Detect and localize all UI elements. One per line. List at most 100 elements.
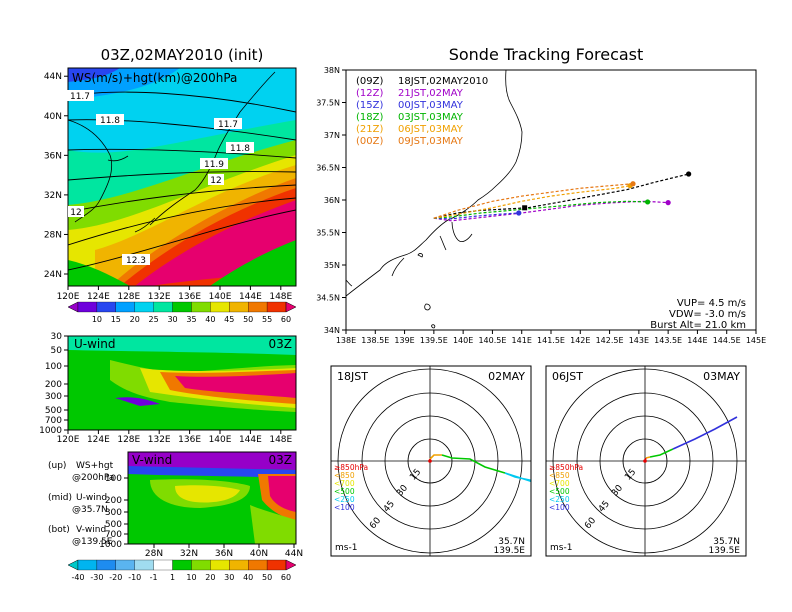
u-x-tick-label: 132E xyxy=(148,435,171,445)
ws-colorbar-cell xyxy=(210,301,230,313)
hodograph-lat: 35.7N xyxy=(713,537,740,547)
v-colorbar-label: -20 xyxy=(109,573,122,582)
ws-y-tick-label: 24N xyxy=(44,270,62,280)
hodograph-trace xyxy=(645,456,651,459)
ws-colorbar-label: 50 xyxy=(243,315,253,324)
ws-colorbar-label: 25 xyxy=(149,315,159,324)
track-x-tick-label: 138E xyxy=(336,336,356,345)
v-colorbar-cell xyxy=(77,559,98,571)
ws-colorbar-cell xyxy=(153,301,173,313)
v-wind-time: 03Z xyxy=(269,453,293,467)
ws-panel-label: WS(m/s)+hgt(km)@200hPa xyxy=(72,71,237,85)
ws-contour-labels: 11.7 11.8 11.7 11.8 11.9 12 12 12.3 xyxy=(66,90,254,266)
track-legend-time: 21JST,02MAY xyxy=(398,88,464,99)
track-end-point xyxy=(686,171,692,177)
track-y-tick-label: 35N xyxy=(324,261,340,270)
u-x-ticks: 120E 124E 128E 132E 136E 140E 144E 148E xyxy=(57,430,293,445)
hodograph-level: <850 xyxy=(334,471,355,480)
track-legend-code: (21Z) xyxy=(356,124,383,135)
v-colorbar-cell xyxy=(285,559,297,571)
hodograph-frame xyxy=(545,365,747,557)
track-end-point xyxy=(645,199,651,205)
track-x-tick-label: 140.5E xyxy=(478,336,506,345)
legend-note-line1: V-wind xyxy=(76,525,106,535)
ws-colorbar: 10 15 20 25 30 35 40 45 50 55 60 xyxy=(67,301,297,324)
u-wind-time: 03Z xyxy=(269,337,293,351)
legend-note-tag: (mid) xyxy=(48,493,72,503)
v-colorbar-label: -1 xyxy=(150,573,158,582)
v-colorbar-label: 10 xyxy=(186,573,196,582)
u-y-tick-label: 50 xyxy=(51,346,63,356)
v-colorbar-label: 40 xyxy=(243,573,253,582)
v-y-tick-label: 200 xyxy=(105,496,122,506)
v-colorbar-label: 1 xyxy=(170,573,175,582)
legend-note-line1: U-wind xyxy=(76,493,107,503)
track-x-tick-label: 143.5E xyxy=(654,336,682,345)
legend-notes: (up) WS+hgt @200hPa(mid) U-wind @35.7N(bot) V… xyxy=(48,461,114,547)
ws-contour-label-box xyxy=(200,158,228,169)
hodograph-time: 18JST xyxy=(337,370,368,383)
u-x-tick-label: 124E xyxy=(87,435,110,445)
v-colorbar-label: -40 xyxy=(71,573,84,582)
u-x-tick-label: 148E xyxy=(269,435,292,445)
ws-contour-label-box xyxy=(68,206,84,217)
v-colorbar-cell xyxy=(67,559,79,571)
ws-colorbar-cell xyxy=(248,301,268,313)
ws-contour-label: 12.3 xyxy=(126,256,146,266)
track-legend: (09Z) 18JST,02MAY2010 (12Z) 21JST,02MAY (15Z… xyxy=(356,76,488,147)
track-legend-code: (18Z) xyxy=(356,112,383,123)
ws-x-tick-label: 128E xyxy=(117,292,140,302)
v-colorbar-cell xyxy=(153,559,173,571)
track-y-tick-label: 34.5N xyxy=(316,294,340,303)
track-x-tick-label: 141.5E xyxy=(537,336,565,345)
track-x-tick-label: 145E xyxy=(746,336,766,345)
ws-contour-label: 12 xyxy=(210,176,221,186)
ws-colorbar-cell xyxy=(134,301,154,313)
track-series xyxy=(433,171,692,222)
u-y-tick-label: 200 xyxy=(45,380,62,390)
track-y-tick-label: 35.5N xyxy=(316,229,340,238)
v-x-tick-label: 40N xyxy=(250,549,268,559)
hodograph-level: ≥850hPa xyxy=(549,463,583,472)
track-panel: Sonde Tracking Forecast 138E 138.5E 139E 13… xyxy=(316,45,766,345)
ws-colorbar-cell xyxy=(285,301,297,313)
v-x-tick-label: 32N xyxy=(180,549,198,559)
ws-contour-label: 11.8 xyxy=(100,116,120,126)
legend-note-line1: WS+hgt xyxy=(76,461,114,471)
hodograph-level: <250 xyxy=(334,495,355,504)
hodograph-level: <100 xyxy=(549,503,570,512)
v-colorbar-label: 50 xyxy=(262,573,272,582)
track-x-tick-label: 141E xyxy=(512,336,532,345)
track-legend-time: 03JST,03MAY xyxy=(398,112,464,123)
ws-colorbar-cell xyxy=(96,301,116,313)
ws-panel: 03Z,02MAY2010 (init) xyxy=(44,46,297,324)
ws-x-tick-label: 140E xyxy=(209,292,232,302)
track-end-point xyxy=(630,181,636,187)
v-colorbar-cell xyxy=(172,559,192,571)
ws-contour-label-box xyxy=(208,174,224,185)
ws-colorbar-cell xyxy=(191,301,211,313)
hodograph-unit: ms-1 xyxy=(550,543,572,553)
v-colorbar-cell xyxy=(248,559,268,571)
ws-contour-label-box xyxy=(66,90,94,101)
coastline xyxy=(346,70,523,329)
hodograph-level: <500 xyxy=(549,487,570,496)
v-x-tick-label: 28N xyxy=(145,549,163,559)
v-colorbar-label: -30 xyxy=(90,573,103,582)
track-y-ticks: 34N 34.5N 35N 35.5N 36N 36.5N 37N 37.5N 38N xyxy=(316,66,346,335)
track-x-tick-label: 139E xyxy=(394,336,414,345)
track-y-tick-label: 36.5N xyxy=(316,164,340,173)
ws-y-tick-label: 40N xyxy=(44,112,62,122)
ws-colorbar-label: 30 xyxy=(167,315,177,324)
ws-contour-label: 11.9 xyxy=(204,160,224,170)
track-param: VDW= -3.0 m/s xyxy=(669,309,746,320)
track-line xyxy=(433,212,519,220)
hodograph-unit: ms-1 xyxy=(335,543,357,553)
hodograph-lon: 139.5E xyxy=(494,546,526,556)
hodograph-date: 02MAY xyxy=(488,370,525,383)
hodograph-level: <250 xyxy=(549,495,570,504)
v-y-tick-label: 1000 xyxy=(99,540,122,550)
